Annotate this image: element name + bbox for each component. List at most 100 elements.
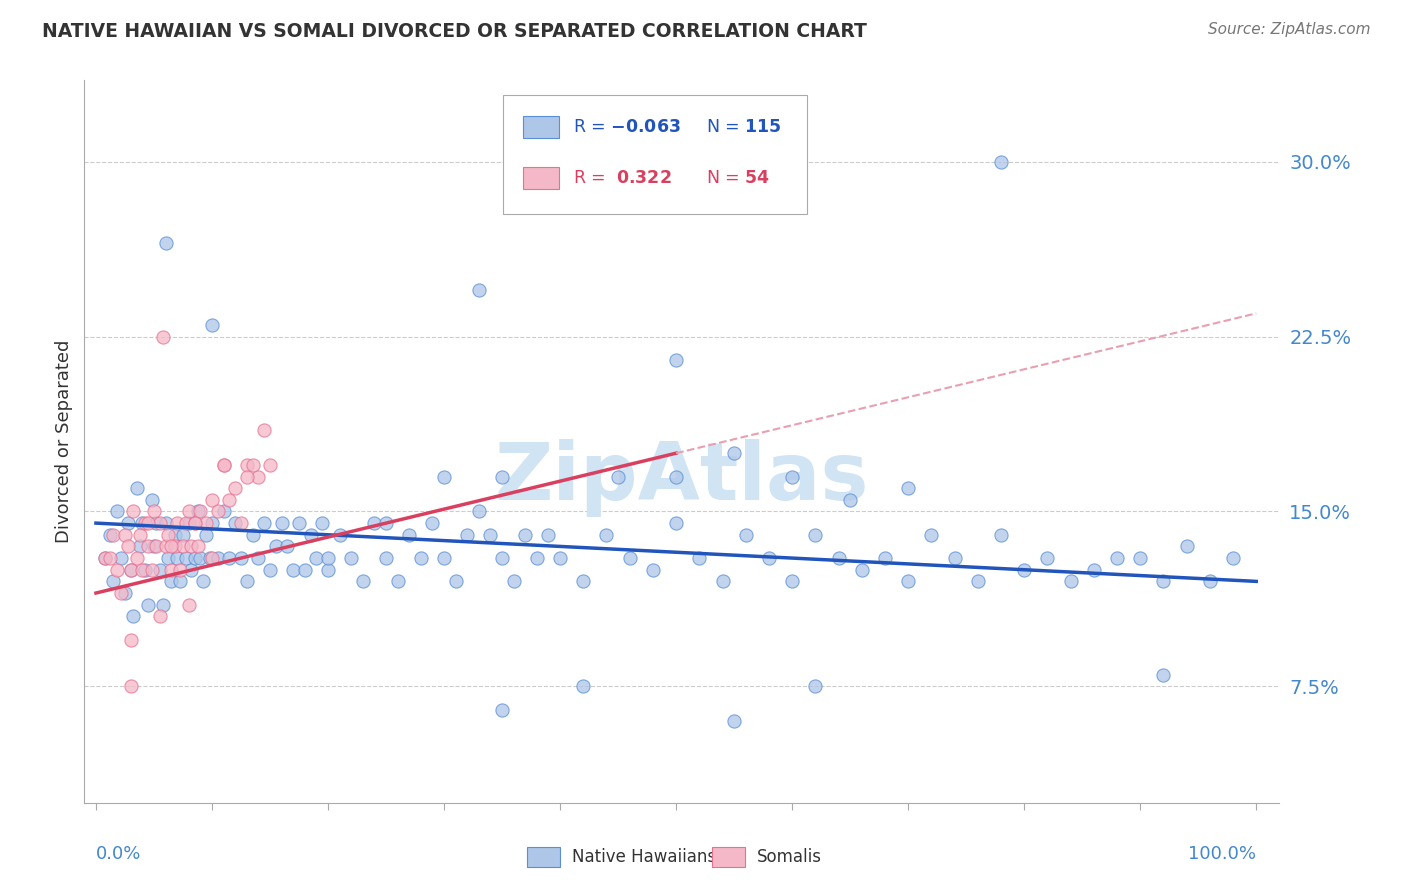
Point (166, 551, 188, 566)
Point (641, 563, 664, 577)
Text: N = $\mathbf{115}$: N = $\mathbf{115}$ (706, 119, 782, 136)
Point (1059, 574, 1081, 589)
Point (110, 586, 132, 600)
Point (163, 540, 186, 554)
Point (311, 516, 333, 530)
Point (176, 551, 198, 566)
Point (1175, 540, 1198, 554)
Point (177, 504, 200, 518)
Point (94, 551, 117, 566)
Point (152, 598, 174, 612)
Point (163, 528, 186, 542)
Point (103, 574, 125, 589)
Point (375, 551, 398, 566)
Point (155, 236, 177, 251)
Point (131, 563, 153, 577)
Text: ZipAtlas: ZipAtlas (495, 439, 869, 516)
Text: 0.0%: 0.0% (96, 845, 142, 863)
Point (259, 563, 281, 577)
Point (491, 469, 513, 483)
Point (387, 574, 409, 589)
Point (149, 563, 172, 577)
Point (316, 551, 339, 566)
Point (468, 504, 491, 518)
Point (665, 353, 688, 368)
Text: Native Hawaiians: Native Hawaiians (572, 848, 716, 866)
Point (110, 551, 132, 566)
Point (253, 516, 276, 530)
Point (873, 551, 896, 566)
Point (180, 563, 202, 577)
Point (572, 679, 595, 693)
Point (136, 516, 159, 530)
Point (120, 679, 142, 693)
Point (1152, 667, 1174, 681)
Point (195, 516, 218, 530)
Point (152, 329, 174, 343)
Point (236, 469, 259, 483)
Point (201, 551, 224, 566)
Point (125, 551, 148, 566)
Point (804, 528, 827, 542)
Point (688, 551, 710, 566)
Point (177, 598, 200, 612)
Point (120, 563, 142, 577)
Point (134, 563, 156, 577)
Point (125, 481, 148, 495)
Point (155, 516, 177, 530)
Point (665, 516, 688, 530)
Point (433, 551, 456, 566)
Point (166, 516, 188, 530)
Point (479, 528, 502, 542)
Point (491, 551, 513, 566)
Point (190, 504, 212, 518)
Point (780, 574, 803, 589)
FancyBboxPatch shape (523, 117, 558, 138)
Point (177, 516, 200, 530)
Point (1105, 551, 1128, 566)
Point (190, 551, 212, 566)
Point (491, 702, 513, 716)
Point (468, 283, 491, 297)
Point (224, 516, 246, 530)
Text: R =  $\mathbf{0.322}$: R = $\mathbf{0.322}$ (574, 169, 672, 186)
Point (897, 574, 920, 589)
Point (212, 458, 235, 472)
Point (195, 528, 218, 542)
Point (943, 551, 966, 566)
Point (149, 516, 172, 530)
Point (804, 679, 827, 693)
Point (340, 551, 363, 566)
Point (94, 551, 117, 566)
Point (352, 574, 374, 589)
Point (172, 540, 194, 554)
Point (187, 504, 209, 518)
Point (120, 632, 142, 647)
Point (595, 528, 617, 542)
Point (839, 492, 862, 507)
Point (1152, 574, 1174, 589)
Text: Source: ZipAtlas.com: Source: ZipAtlas.com (1208, 22, 1371, 37)
Point (183, 516, 205, 530)
Point (433, 469, 456, 483)
Point (236, 458, 259, 472)
Text: Somalis: Somalis (758, 848, 823, 866)
Point (264, 540, 287, 554)
Point (120, 563, 142, 577)
Point (253, 423, 276, 437)
Point (103, 528, 125, 542)
Point (149, 609, 172, 624)
FancyBboxPatch shape (527, 847, 560, 867)
Point (990, 154, 1012, 169)
Point (172, 528, 194, 542)
Point (851, 563, 873, 577)
Point (198, 551, 221, 566)
Point (114, 528, 136, 542)
Y-axis label: Divorced or Separated: Divorced or Separated (55, 340, 73, 543)
Point (117, 540, 139, 554)
Point (105, 504, 128, 518)
Point (1198, 574, 1220, 589)
Point (145, 516, 167, 530)
Point (1036, 551, 1059, 566)
Point (180, 540, 202, 554)
